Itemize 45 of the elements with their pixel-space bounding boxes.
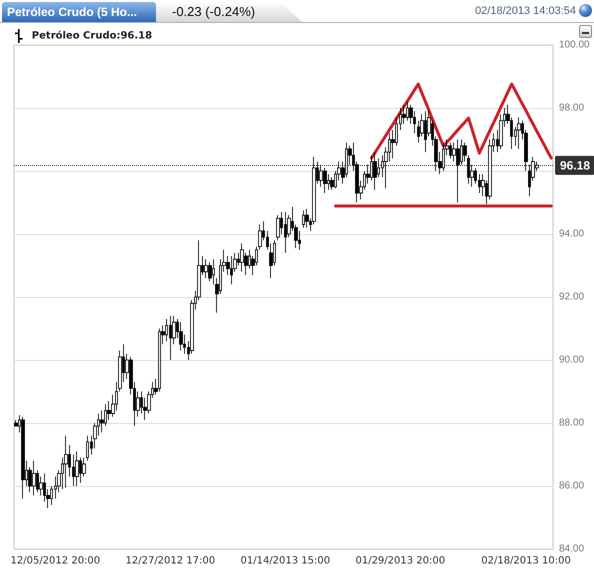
x-tick-label: 12/27/2012 17:00 bbox=[125, 556, 216, 566]
candlestick bbox=[32, 460, 36, 496]
candlestick bbox=[305, 208, 309, 228]
chart-title: Petróleo Crudo (5 Ho... bbox=[7, 5, 138, 19]
candlestick bbox=[424, 110, 427, 152]
ref-line-label: 96.18 bbox=[560, 158, 590, 172]
candlestick bbox=[302, 210, 305, 228]
chart-subtitle: -0.23 (-0.24%) bbox=[172, 4, 256, 19]
y-tick-label: 84.00 bbox=[559, 544, 584, 554]
y-tick-label: 88.00 bbox=[559, 418, 584, 428]
candlestick bbox=[517, 117, 521, 150]
y-tick-label: 94.00 bbox=[559, 228, 584, 240]
candlestick bbox=[208, 262, 212, 282]
x-tick-label: 01/14/2013 15:00 bbox=[240, 556, 330, 566]
candlestick bbox=[64, 435, 68, 488]
candlestick bbox=[21, 416, 25, 499]
candlestick bbox=[284, 212, 287, 254]
y-tick-label: 98.00 bbox=[559, 102, 584, 114]
y-tick-label: 92.00 bbox=[559, 292, 584, 302]
line-series bbox=[370, 82, 553, 160]
candlestick bbox=[449, 142, 452, 159]
candlestick bbox=[373, 152, 377, 190]
candlestick bbox=[463, 142, 467, 162]
candlestick bbox=[75, 450, 79, 486]
candlestick bbox=[86, 435, 89, 462]
candlestick bbox=[442, 142, 445, 172]
candlestick bbox=[204, 258, 208, 278]
legend-label: Petróleo Crudo:96.18 bbox=[32, 30, 152, 42]
x-tick-label: 01/29/2013 20:00 bbox=[355, 556, 446, 566]
text: 02/18/2013 14:03:54 bbox=[475, 5, 576, 17]
x-tick-label: 02/18/2013 10:00 bbox=[481, 556, 571, 566]
candlestick bbox=[169, 316, 172, 360]
y-tick-label: 90.00 bbox=[559, 354, 584, 366]
x-tick-label: 12/05/2012 20:00 bbox=[10, 556, 100, 566]
candlestick bbox=[323, 167, 327, 194]
candlestick bbox=[467, 154, 470, 184]
candlestick bbox=[276, 214, 280, 241]
candlestick bbox=[406, 101, 409, 121]
candlestick bbox=[158, 328, 161, 392]
candlestick bbox=[456, 139, 460, 203]
y-tick-label: 100.00 bbox=[559, 40, 590, 50]
candlestick bbox=[179, 322, 183, 351]
candlestick bbox=[230, 256, 233, 285]
candlestick bbox=[240, 243, 244, 272]
y-tick-label: 86.00 bbox=[559, 480, 584, 492]
